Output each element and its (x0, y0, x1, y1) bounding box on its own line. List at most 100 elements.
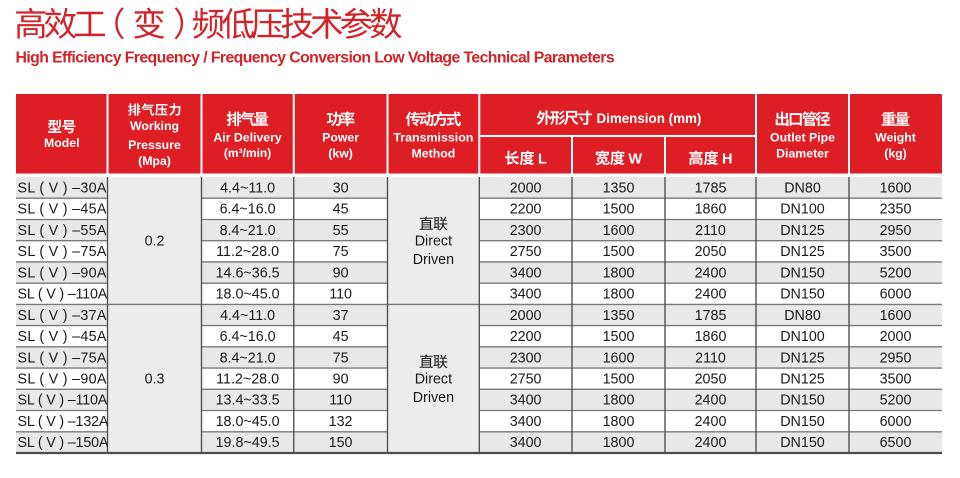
svg-text:1800: 1800 (603, 265, 635, 281)
svg-text:3400: 3400 (510, 287, 542, 303)
svg-text:Outlet Pipe: Outlet Pipe (770, 130, 835, 144)
svg-text:(Mpa): (Mpa) (138, 154, 171, 168)
svg-text:1800: 1800 (603, 435, 635, 451)
svg-text:(kg): (kg) (884, 147, 907, 161)
svg-text:19.8~49.5: 19.8~49.5 (216, 435, 280, 451)
svg-text:3500: 3500 (880, 244, 912, 260)
svg-text:1350: 1350 (603, 308, 635, 324)
svg-text:SL ( V ) –90A: SL ( V ) –90A (18, 265, 107, 281)
svg-text:SL ( V ) –45A: SL ( V ) –45A (18, 329, 107, 345)
svg-text:1600: 1600 (880, 308, 912, 324)
svg-text:Pressure: Pressure (128, 138, 181, 152)
svg-text:2200: 2200 (510, 202, 542, 218)
svg-text:4.4~11.0: 4.4~11.0 (220, 308, 275, 324)
svg-text:3400: 3400 (510, 265, 542, 281)
svg-text:DN150: DN150 (780, 393, 825, 409)
svg-text:4.4~11.0: 4.4~11.0 (220, 180, 275, 196)
svg-text:2050: 2050 (695, 244, 727, 260)
svg-text:1600: 1600 (880, 180, 912, 196)
svg-text:90: 90 (333, 265, 349, 281)
svg-text:2750: 2750 (510, 372, 542, 388)
svg-text:3400: 3400 (510, 393, 542, 409)
svg-text:5200: 5200 (880, 265, 912, 281)
svg-text:1785: 1785 (695, 180, 727, 196)
svg-text:SL ( V ) –37A: SL ( V ) –37A (18, 308, 107, 324)
svg-text:1785: 1785 (695, 308, 727, 324)
svg-text:2400: 2400 (695, 287, 727, 303)
svg-text:(kw): (kw) (328, 147, 353, 161)
svg-text:1860: 1860 (695, 329, 727, 345)
svg-text:L: L (538, 151, 547, 167)
svg-text:2950: 2950 (880, 350, 912, 366)
svg-text:2400: 2400 (695, 393, 727, 409)
svg-text:2300: 2300 (510, 223, 542, 239)
svg-text:Weight: Weight (875, 130, 916, 144)
svg-text:1800: 1800 (603, 414, 635, 430)
svg-text:45: 45 (333, 202, 349, 218)
svg-text:Direct: Direct (415, 372, 452, 388)
svg-text:SL ( V ) –55A: SL ( V ) –55A (18, 223, 107, 239)
svg-text:SL ( V ) –75A: SL ( V ) –75A (18, 244, 107, 260)
svg-text:0.2: 0.2 (145, 233, 165, 249)
svg-text:2350: 2350 (880, 202, 912, 218)
svg-text:11.2~28.0: 11.2~28.0 (216, 372, 279, 388)
svg-text:High Efficiency Frequency / Fr: High Efficiency Frequency / Frequency Co… (16, 50, 615, 67)
svg-text:DN100: DN100 (780, 202, 825, 218)
svg-text:1800: 1800 (603, 393, 635, 409)
svg-text:SL ( V ) –110A: SL ( V ) –110A (18, 393, 108, 409)
svg-text:1600: 1600 (603, 223, 635, 239)
svg-text:DN125: DN125 (780, 223, 825, 239)
svg-text:132: 132 (329, 414, 353, 430)
svg-text:Diameter: Diameter (776, 147, 829, 161)
svg-text:2110: 2110 (695, 223, 726, 239)
svg-text:DN150: DN150 (780, 414, 825, 430)
svg-text:2300: 2300 (510, 350, 542, 366)
svg-text:1600: 1600 (603, 350, 635, 366)
svg-text:W: W (628, 151, 642, 167)
svg-text:14.6~36.5: 14.6~36.5 (216, 265, 280, 281)
svg-text:110: 110 (329, 393, 352, 409)
svg-text:1500: 1500 (603, 372, 635, 388)
svg-text:H: H (722, 151, 732, 167)
svg-text:(m³/min): (m³/min) (224, 146, 271, 160)
svg-text:2400: 2400 (695, 435, 727, 451)
svg-text:SL ( V ) –90A: SL ( V ) –90A (18, 372, 107, 388)
svg-text:8.4~21.0: 8.4~21.0 (220, 350, 276, 366)
svg-text:8.4~21.0: 8.4~21.0 (220, 223, 276, 239)
svg-text:6500: 6500 (880, 435, 912, 451)
svg-text:30: 30 (333, 180, 349, 196)
svg-text:Method: Method (412, 147, 456, 161)
svg-text:11.2~28.0: 11.2~28.0 (216, 244, 279, 260)
svg-text:18.0~45.0: 18.0~45.0 (216, 414, 280, 430)
svg-text:SL ( V ) –110A: SL ( V ) –110A (18, 287, 108, 303)
svg-text:Power: Power (322, 130, 359, 144)
svg-text:75: 75 (333, 244, 349, 260)
svg-text:3400: 3400 (510, 414, 542, 430)
svg-text:DN80: DN80 (784, 180, 821, 196)
svg-text:DN150: DN150 (780, 287, 825, 303)
svg-text:1500: 1500 (603, 244, 635, 260)
svg-text:DN125: DN125 (780, 244, 825, 260)
svg-text:110: 110 (329, 287, 352, 303)
svg-text:DN80: DN80 (784, 308, 821, 324)
svg-text:1500: 1500 (603, 329, 635, 345)
svg-text:Driven: Driven (413, 390, 454, 406)
svg-text:SL ( V ) –75A: SL ( V ) –75A (18, 350, 107, 366)
svg-text:1500: 1500 (603, 202, 635, 218)
svg-text:75: 75 (333, 350, 349, 366)
svg-text:3400: 3400 (510, 435, 542, 451)
svg-text:DN125: DN125 (780, 350, 825, 366)
svg-text:0.3: 0.3 (145, 371, 165, 387)
svg-text:2200: 2200 (510, 329, 542, 345)
svg-text:Driven: Driven (413, 252, 454, 268)
svg-text:SL ( V ) –30A: SL ( V ) –30A (18, 180, 107, 196)
svg-text:DN100: DN100 (780, 329, 825, 345)
svg-text:2000: 2000 (510, 180, 542, 196)
svg-text:Transmission: Transmission (393, 130, 473, 144)
svg-text:Direct: Direct (415, 234, 452, 250)
svg-text:Model: Model (44, 136, 80, 150)
svg-text:DN150: DN150 (780, 265, 825, 281)
svg-text:2000: 2000 (510, 308, 542, 324)
svg-text:55: 55 (333, 223, 349, 239)
svg-text:DN150: DN150 (780, 435, 825, 451)
